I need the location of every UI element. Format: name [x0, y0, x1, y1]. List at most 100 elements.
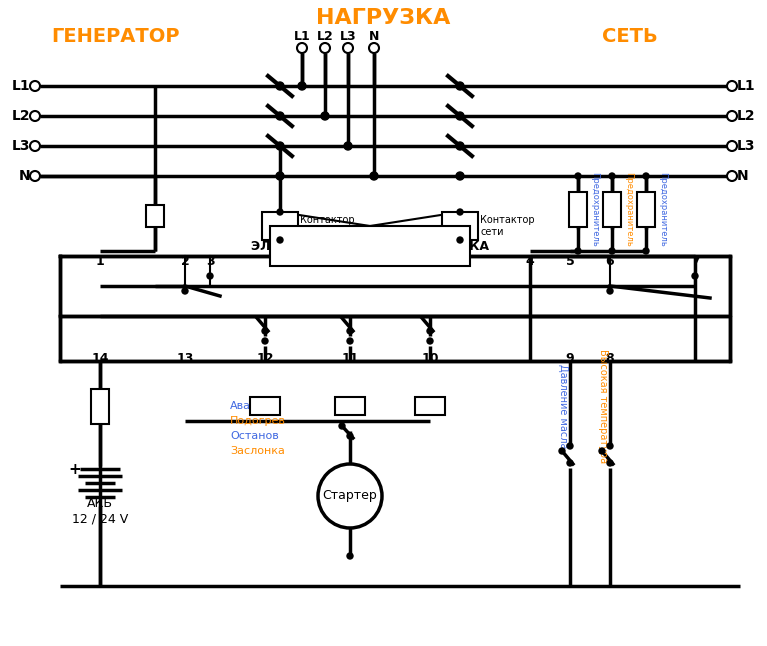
Circle shape: [567, 460, 573, 466]
Circle shape: [609, 248, 615, 254]
Bar: [335, 397, 365, 415]
Text: L3: L3: [737, 139, 755, 153]
Text: Высокая температура: Высокая температура: [598, 349, 608, 463]
Circle shape: [567, 443, 573, 449]
Circle shape: [456, 142, 464, 150]
Circle shape: [347, 328, 353, 334]
Text: L3: L3: [12, 139, 30, 153]
Bar: [637, 191, 655, 227]
Text: 14: 14: [91, 351, 109, 364]
Text: 10: 10: [421, 351, 439, 364]
Bar: [603, 191, 621, 227]
Text: N: N: [18, 169, 30, 183]
Circle shape: [262, 338, 268, 344]
Text: 6: 6: [606, 255, 614, 267]
Circle shape: [276, 172, 284, 180]
Circle shape: [609, 173, 615, 179]
Circle shape: [456, 112, 464, 120]
Text: L1: L1: [294, 30, 311, 43]
Text: 13: 13: [176, 351, 194, 364]
Bar: [146, 205, 164, 227]
Circle shape: [347, 553, 353, 559]
Circle shape: [277, 237, 283, 243]
Text: Предохранитель: Предохранитель: [590, 172, 599, 246]
Circle shape: [262, 328, 268, 334]
Text: N: N: [369, 30, 379, 43]
Text: Контактор
генератора: Контактор генератора: [300, 215, 360, 237]
Circle shape: [276, 82, 284, 90]
Text: N: N: [737, 169, 749, 183]
Text: 2: 2: [180, 255, 189, 267]
Text: L3: L3: [340, 30, 357, 43]
Text: ЭЛЕКТИРИЧЕСКАЯ БЛОКИРОВКА: ЭЛЕКТИРИЧЕСКАЯ БЛОКИРОВКА: [251, 240, 489, 253]
Circle shape: [347, 338, 353, 344]
Bar: [442, 212, 478, 240]
Circle shape: [277, 209, 283, 215]
Circle shape: [607, 288, 613, 294]
Bar: [91, 388, 109, 424]
Circle shape: [692, 273, 698, 279]
Circle shape: [182, 288, 188, 294]
Circle shape: [339, 423, 345, 429]
Circle shape: [575, 248, 581, 254]
Text: 12: 12: [256, 351, 274, 364]
Circle shape: [607, 460, 613, 466]
Circle shape: [321, 112, 329, 120]
Bar: [270, 226, 470, 266]
Bar: [415, 397, 445, 415]
Text: 3: 3: [206, 255, 214, 267]
Text: L1: L1: [737, 79, 755, 93]
Text: Авария: Авария: [230, 401, 272, 411]
Circle shape: [643, 248, 649, 254]
Circle shape: [607, 443, 613, 449]
Text: Заслонка: Заслонка: [230, 446, 285, 456]
Text: L2: L2: [12, 109, 30, 123]
Text: ГЕНЕРАТОР: ГЕНЕРАТОР: [51, 26, 179, 45]
Text: Crank: Crank: [334, 401, 367, 411]
Circle shape: [599, 448, 605, 454]
Text: Контактор
сети: Контактор сети: [480, 215, 535, 237]
Circle shape: [559, 448, 565, 454]
Text: 4: 4: [525, 255, 535, 267]
Circle shape: [298, 82, 306, 90]
Text: Останов: Останов: [230, 431, 278, 441]
Circle shape: [427, 328, 433, 334]
Text: СЕТЬ: СЕТЬ: [602, 26, 658, 45]
Circle shape: [276, 112, 284, 120]
Bar: [250, 397, 280, 415]
Text: 1: 1: [96, 255, 104, 267]
Circle shape: [344, 142, 352, 150]
Text: Aux: Aux: [255, 401, 275, 411]
Circle shape: [456, 172, 464, 180]
Text: НАГРУЗКА: НАГРУЗКА: [316, 8, 450, 28]
Circle shape: [457, 237, 463, 243]
Text: Подогрев: Подогрев: [230, 416, 286, 426]
Text: 8: 8: [606, 351, 614, 364]
Text: 11: 11: [341, 351, 359, 364]
Text: FUSE: FUSE: [150, 205, 160, 227]
Text: Предохранитель: Предохранитель: [658, 172, 667, 246]
Text: Fuel: Fuel: [419, 401, 442, 411]
Text: 9: 9: [566, 351, 574, 364]
Text: АКБ
12 / 24 V: АКБ 12 / 24 V: [72, 497, 128, 525]
Text: 5: 5: [565, 255, 574, 267]
Text: L2: L2: [317, 30, 334, 43]
Circle shape: [347, 433, 353, 439]
Text: L2: L2: [737, 109, 755, 123]
Bar: [262, 212, 298, 240]
Circle shape: [575, 173, 581, 179]
Circle shape: [370, 172, 378, 180]
Circle shape: [207, 273, 213, 279]
Text: L1: L1: [12, 79, 30, 93]
Text: Стартер: Стартер: [323, 490, 377, 503]
Circle shape: [456, 82, 464, 90]
Circle shape: [427, 338, 433, 344]
Text: FUSE: FUSE: [96, 395, 104, 417]
Circle shape: [643, 173, 649, 179]
Text: 7: 7: [690, 255, 700, 267]
Circle shape: [457, 209, 463, 215]
Bar: [569, 191, 587, 227]
Text: Давление масла: Давление масла: [558, 364, 568, 448]
Text: Предохранитель: Предохранитель: [624, 172, 633, 246]
Circle shape: [276, 142, 284, 150]
